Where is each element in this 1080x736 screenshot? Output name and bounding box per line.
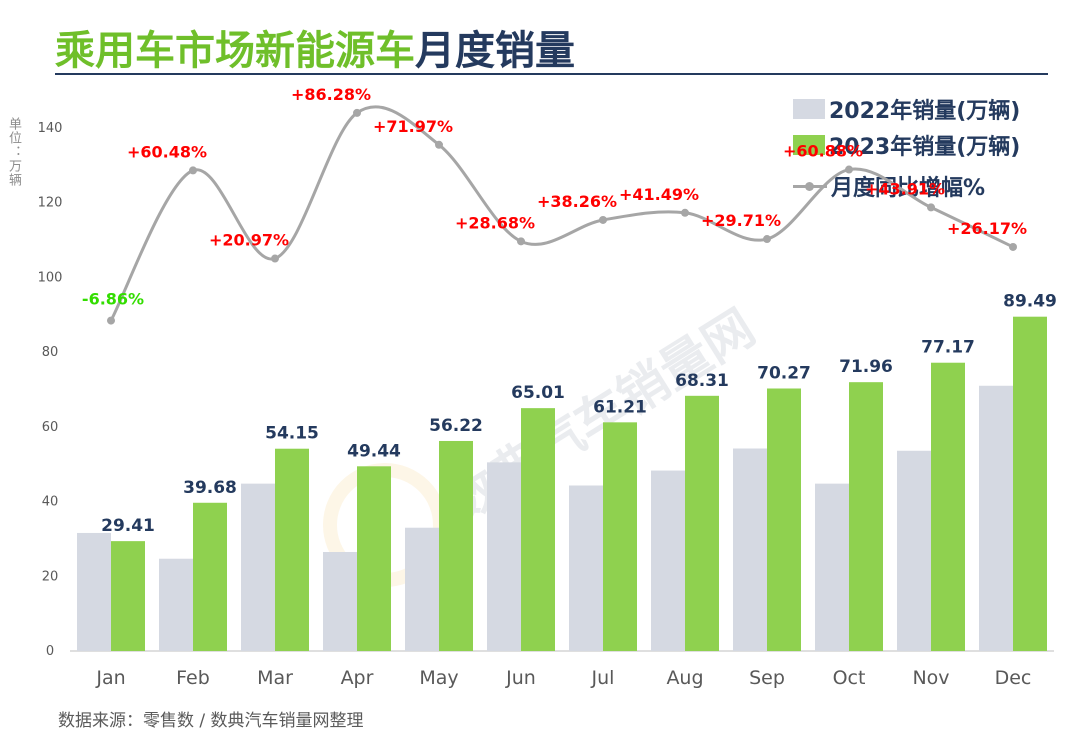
- growth-point-mar: [271, 254, 279, 263]
- legend-item-growth: 月度同比增幅%: [793, 169, 985, 203]
- bar-2023-label: 39.68: [183, 478, 237, 498]
- growth-label: +71.97%: [373, 117, 453, 136]
- bar-2022-oct: [815, 483, 849, 651]
- unit-label: 单位：万辆: [6, 117, 21, 187]
- x-tick-label: Oct: [833, 667, 866, 689]
- legend-line-marker-icon: [793, 176, 827, 196]
- bar-2023-label: 89.49: [1003, 292, 1057, 312]
- x-tick-label: May: [419, 667, 458, 689]
- bar-2022-nov: [897, 450, 931, 651]
- x-tick-label: Sep: [749, 667, 785, 689]
- x-tick-label: Jan: [95, 667, 125, 689]
- growth-label: +28.68%: [455, 213, 535, 232]
- bar-2022-may: [405, 527, 439, 651]
- bar-2023-dec: [1013, 316, 1047, 651]
- y-tick-label: 60: [42, 420, 59, 435]
- source-note: 数据来源：零售数 / 数典汽车销量网整理: [58, 711, 364, 731]
- x-tick-label: Feb: [176, 667, 210, 689]
- x-tick-label: Jun: [505, 667, 536, 689]
- bar-2023-aug: [685, 395, 719, 651]
- x-tick-label: Jul: [591, 667, 615, 689]
- bar-2023-apr: [357, 466, 391, 651]
- legend-label-growth: 月度同比增幅%: [831, 176, 986, 201]
- bar-2023-jun: [521, 408, 555, 651]
- bar-2023-nov: [931, 362, 965, 651]
- growth-label: +60.88%: [783, 142, 863, 161]
- x-tick-label: Dec: [995, 667, 1032, 689]
- chart-title: 乘用车市场新能源车月度销量: [55, 26, 575, 76]
- bar-2022-jan: [77, 532, 111, 651]
- legend-item-2023: 2023年销量(万辆): [793, 128, 1020, 162]
- growth-label: +38.26%: [537, 192, 617, 211]
- bar-2023-sep: [767, 388, 801, 651]
- bar-2023-jan: [111, 541, 145, 651]
- growth-label: +26.17%: [947, 219, 1027, 238]
- chart-title-part2: 月度销量: [415, 28, 575, 74]
- growth-line: [109, 105, 1014, 322]
- bar-2023-label: 61.21: [593, 397, 647, 417]
- bar-2022-apr: [323, 552, 357, 651]
- bar-2023-mar: [275, 448, 309, 651]
- growth-label: +29.71%: [701, 211, 781, 230]
- chart-title-part1: 乘用车市场新能源车: [55, 28, 415, 74]
- legend-swatch-2023: [793, 135, 825, 155]
- bar-2023-label: 70.27: [757, 363, 811, 383]
- growth-point-jul: [599, 215, 607, 224]
- x-tick-label: Nov: [912, 667, 949, 689]
- growth-label: +41.49%: [619, 185, 699, 204]
- growth-point-dec: [1009, 242, 1017, 251]
- y-tick-label: 140: [38, 121, 63, 136]
- legend-label-2023: 2023年销量(万辆): [829, 135, 1021, 160]
- bar-2023-label: 68.31: [675, 371, 729, 391]
- legend-item-2022: 2022年销量(万辆): [793, 92, 1020, 126]
- growth-label: +20.97%: [209, 231, 289, 250]
- y-tick-label: 120: [38, 196, 63, 211]
- y-tick-label: 100: [38, 270, 63, 285]
- bar-2022-mar: [241, 483, 275, 651]
- y-tick-label: 20: [42, 569, 59, 584]
- bar-2023-label: 54.15: [265, 424, 319, 444]
- x-tick-label: Apr: [341, 667, 374, 689]
- bar-2022-jun: [487, 462, 521, 651]
- y-tick-label: 80: [42, 345, 59, 360]
- bar-2022-aug: [651, 470, 685, 651]
- growth-point-may: [435, 140, 443, 149]
- bar-2023-feb: [193, 502, 227, 651]
- bar-2022-dec: [979, 385, 1013, 651]
- bar-2022-sep: [733, 448, 767, 651]
- growth-label: -6.86%: [82, 290, 144, 309]
- growth-label: +43.91%: [865, 179, 945, 198]
- y-tick-label: 0: [46, 644, 54, 659]
- x-tick-label: Aug: [666, 667, 703, 689]
- bar-2023-label: 29.41: [101, 516, 155, 536]
- growth-point-apr: [353, 108, 361, 117]
- bar-2023-jul: [603, 422, 637, 651]
- legend-swatch-2022: [793, 99, 825, 119]
- bar-2023-label: 71.96: [839, 357, 893, 377]
- bar-2022-jul: [569, 485, 603, 651]
- growth-point-sep: [763, 235, 771, 244]
- growth-label: +60.48%: [127, 142, 207, 161]
- growth-point-oct: [845, 165, 853, 174]
- legend-label-2022: 2022年销量(万辆): [829, 99, 1021, 124]
- bar-2023-oct: [849, 382, 883, 651]
- growth-label: +86.28%: [291, 85, 371, 104]
- bar-2023-label: 65.01: [511, 383, 565, 403]
- bar-2023-label: 49.44: [347, 441, 401, 461]
- bar-2022-feb: [159, 558, 193, 651]
- y-tick-label: 40: [42, 495, 59, 510]
- x-tick-label: Mar: [257, 667, 293, 689]
- bar-2023-may: [439, 440, 473, 651]
- growth-point-aug: [681, 208, 689, 217]
- growth-point-feb: [189, 166, 197, 175]
- growth-point-nov: [927, 203, 935, 212]
- bar-2023-label: 56.22: [429, 416, 483, 436]
- bar-2023-label: 77.17: [921, 338, 975, 358]
- growth-point-jan: [107, 316, 115, 325]
- growth-point-jun: [517, 237, 525, 246]
- title-underline: [55, 73, 1048, 75]
